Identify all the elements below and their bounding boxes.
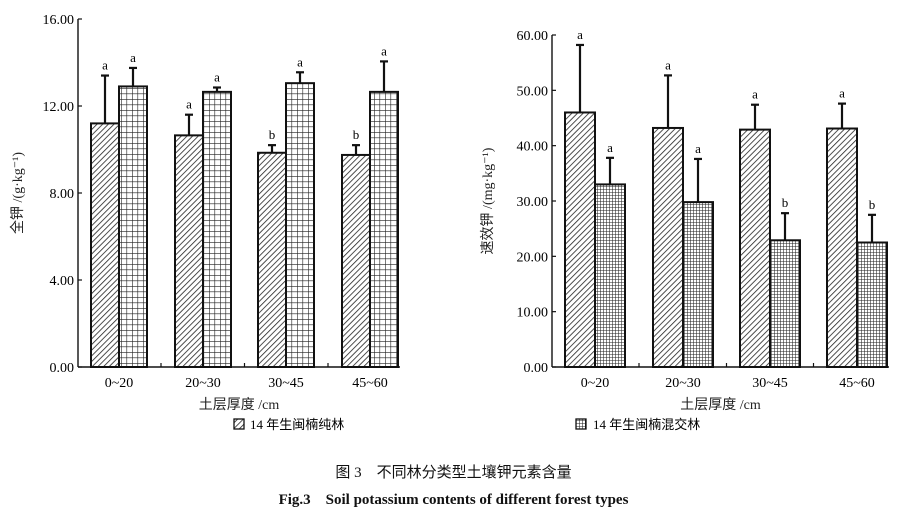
significance-letter: b (269, 127, 276, 142)
y-tick-label: 0.00 (50, 361, 75, 376)
bar (856, 241, 888, 368)
y-tick-label: 12.00 (43, 100, 75, 115)
bar (564, 111, 596, 369)
significance-letter: a (752, 87, 758, 102)
y-axis-label: 全钾 /(g·kg⁻¹) (9, 152, 26, 234)
x-tick-label: 0~20 (105, 376, 134, 391)
bar (652, 126, 684, 368)
y-tick-label: 20.00 (517, 250, 549, 265)
x-tick-label: 45~60 (839, 376, 875, 391)
significance-letter: a (839, 86, 845, 101)
y-tick-label: 0.00 (524, 361, 549, 376)
significance-letter: a (577, 27, 583, 42)
x-tick-label: 20~30 (185, 376, 221, 391)
bar (769, 239, 801, 368)
y-tick-label: 4.00 (50, 274, 75, 289)
significance-letter: a (607, 140, 613, 155)
legend-label-mixed: 14 年生闽楠混交林 (593, 417, 700, 432)
y-tick-label: 8.00 (50, 187, 75, 202)
significance-letter: b (782, 195, 789, 210)
significance-letter: a (130, 50, 136, 65)
x-tick-label: 30~45 (268, 376, 304, 391)
x-tick-label: 0~20 (581, 376, 610, 391)
bar (90, 122, 120, 369)
bar (369, 90, 399, 369)
significance-letter: a (381, 43, 387, 58)
y-tick-label: 10.00 (517, 306, 549, 321)
y-tick-label: 40.00 (517, 140, 549, 155)
bar (285, 82, 315, 368)
bar (118, 85, 148, 369)
significance-letter: b (869, 197, 876, 212)
bar (174, 134, 204, 368)
x-tick-label: 30~45 (752, 376, 788, 391)
bar (826, 127, 858, 368)
bar (257, 151, 287, 368)
legend-swatch-mixed (575, 418, 587, 430)
x-tick-label: 20~30 (665, 376, 701, 391)
bar (739, 128, 771, 368)
caption-en: Fig.3 Soil potassium contents of differe… (278, 492, 629, 508)
bar (682, 201, 714, 368)
y-axis-label: 速效钾 /(mg·kg⁻¹) (480, 147, 496, 254)
caption-cn: 图 3 不同林分类型土壤钾元素含量 (335, 465, 572, 481)
legend-label-pure: 14 年生闽楠纯林 (250, 417, 344, 432)
significance-letter: a (214, 70, 220, 85)
x-axis-label: 土层厚度 /cm (680, 397, 761, 413)
y-tick-label: 30.00 (517, 195, 549, 210)
bar (341, 153, 371, 368)
significance-letter: a (695, 141, 701, 156)
bar (594, 183, 626, 368)
y-tick-label: 50.00 (517, 84, 549, 99)
x-axis-label: 土层厚度 /cm (199, 397, 280, 413)
x-tick-label: 45~60 (352, 376, 388, 391)
legend: 14 年生闽楠纯林 14 年生闽楠混交林 (233, 417, 700, 432)
y-tick-label: 16.00 (43, 13, 75, 28)
significance-letter: a (665, 57, 671, 72)
significance-letter: a (102, 58, 108, 73)
left-chart: a a b b a a a a 0.00 4.00 8.00 12.00 16.00 0~20 20~30 3… (9, 13, 400, 413)
y-tick-label: 60.00 (517, 29, 549, 44)
right-chart: a a a a a a b b 0.00 10.00 20.00 30.00 40.00 50.00 60.… (480, 27, 889, 413)
significance-letter: a (297, 54, 303, 69)
bar (202, 90, 232, 369)
legend-swatch-pure (233, 418, 245, 430)
significance-letter: a (186, 97, 192, 112)
significance-letter: b (353, 127, 360, 142)
